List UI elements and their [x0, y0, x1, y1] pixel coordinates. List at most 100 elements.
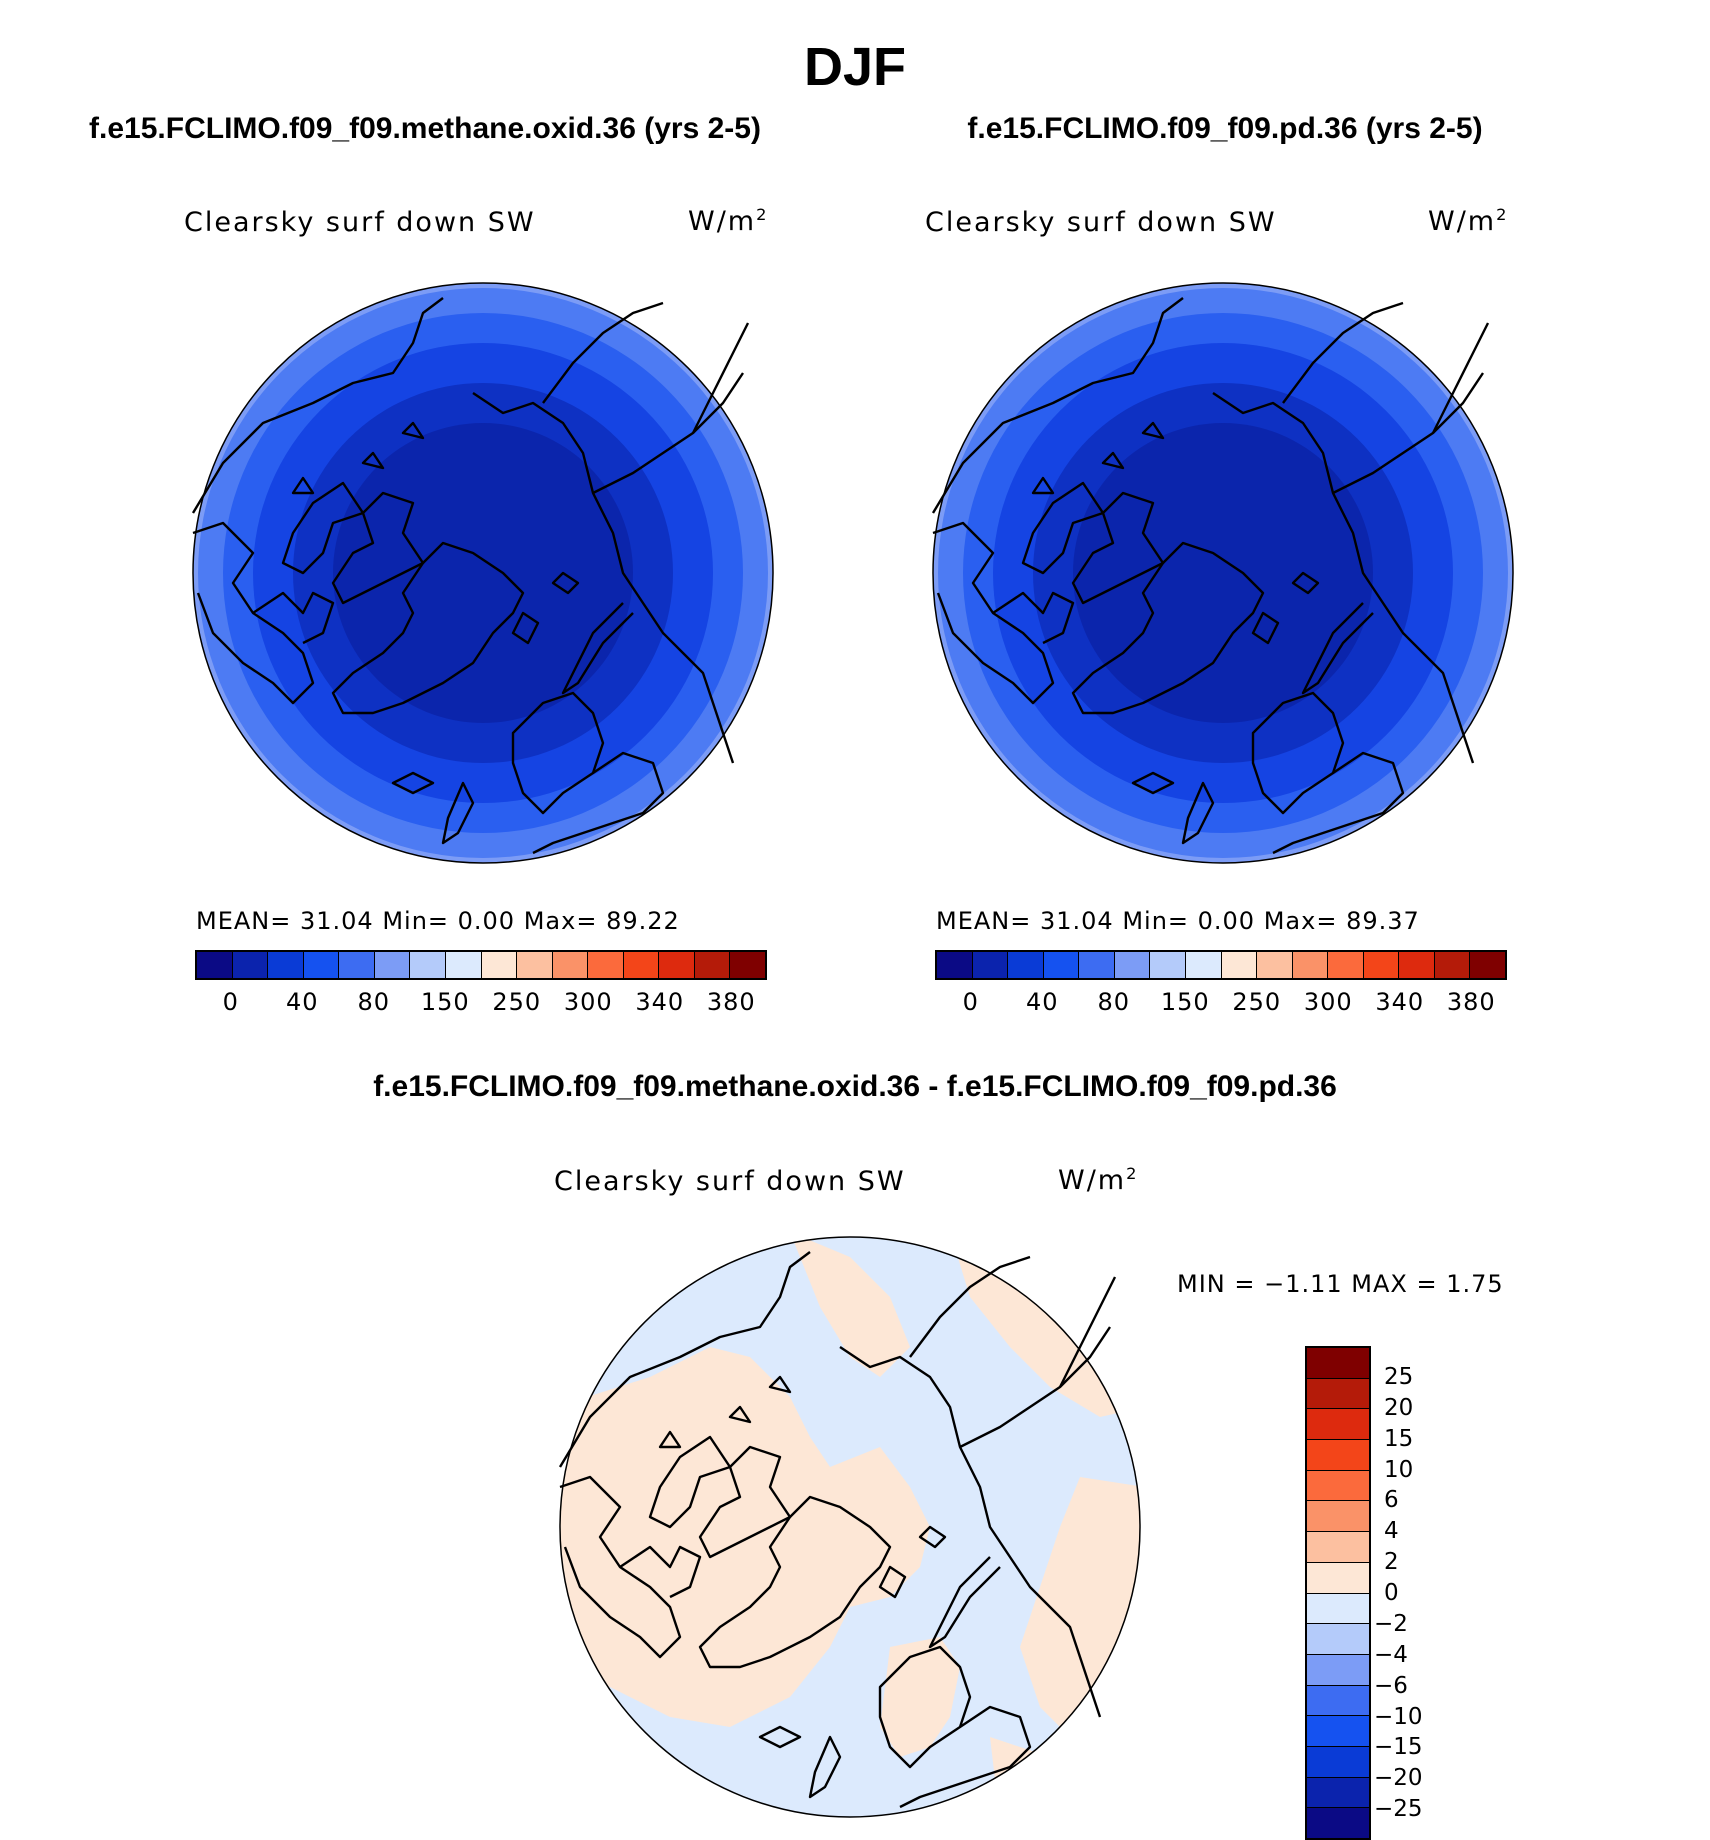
colorbar-swatch: [303, 952, 340, 978]
left-map-boundary: [192, 282, 774, 864]
colorbar-swatch: [1307, 1440, 1369, 1471]
colorbar-tick-label: −6: [1374, 1672, 1408, 1699]
diff-stats: MIN = −1.11 MAX = 1.75: [1177, 1270, 1504, 1298]
colorbar-swatch: [937, 952, 973, 978]
colorbar-tick-label: 80: [357, 988, 391, 1016]
colorbar-swatch: [972, 952, 1009, 978]
colorbar-tick-label: 380: [706, 988, 756, 1016]
colorbar-tick-label: 0: [222, 988, 239, 1016]
left-stats: MEAN= 31.04 Min= 0.00 Max= 89.22: [196, 907, 680, 935]
colorbar-swatch: [1307, 1501, 1369, 1533]
colorbar-swatch: [1363, 952, 1400, 978]
colorbar-tick-label: 15: [1384, 1425, 1414, 1452]
colorbar-swatch: [445, 952, 482, 978]
colorbar-tick-label: 25: [1384, 1363, 1414, 1390]
colorbar-tick-label: 40: [285, 988, 319, 1016]
colorbar-swatch: [410, 952, 446, 978]
colorbar-swatch: [623, 952, 660, 978]
left-polar-map: [191, 282, 774, 864]
colorbar-swatch: [1307, 1348, 1369, 1379]
colorbar-swatch: [1043, 952, 1080, 978]
left-colorbar-ticks: 0 40 80 150 250 300 340 380: [195, 988, 767, 1018]
colorbar-tick-label: 340: [635, 988, 685, 1016]
colorbar-swatch: [1292, 952, 1329, 978]
right-variable-label: Clearsky surf down SW: [925, 207, 1277, 238]
colorbar-swatch: [1307, 1716, 1369, 1747]
colorbar-swatch: [588, 952, 624, 978]
colorbar-swatch: [1257, 952, 1293, 978]
colorbar-swatch: [1470, 952, 1505, 978]
colorbar-tick-label: −10: [1374, 1703, 1423, 1730]
colorbar-swatch: [1307, 1470, 1369, 1502]
left-colorbar: [195, 950, 767, 980]
right-colorbar-ticks: 0 40 80 150 250 300 340 380: [935, 988, 1507, 1018]
colorbar-swatch: [552, 952, 589, 978]
colorbar-tick-label: −25: [1374, 1796, 1423, 1823]
colorbar-tick-label: 40: [1025, 988, 1059, 1016]
colorbar-tick-label: 340: [1375, 988, 1425, 1016]
colorbar-tick-label: −2: [1374, 1610, 1408, 1637]
colorbar-tick-label: 250: [1232, 988, 1282, 1016]
colorbar-swatch: [1185, 952, 1222, 978]
colorbar-tick-label: 20: [1384, 1394, 1414, 1421]
colorbar-tick-label: 2: [1384, 1549, 1399, 1576]
colorbar-swatch: [730, 952, 765, 978]
colorbar-swatch: [1307, 1562, 1369, 1594]
colorbar-tick-label: −15: [1374, 1734, 1423, 1761]
right-units-label: W/m2: [1428, 205, 1509, 237]
colorbar-tick-label: 380: [1446, 988, 1496, 1016]
diff-map-boundary: [559, 1236, 1141, 1818]
colorbar-swatch: [1399, 952, 1435, 978]
right-polar-map: [931, 282, 1514, 864]
colorbar-swatch: [197, 952, 233, 978]
colorbar-swatch: [481, 952, 518, 978]
colorbar-tick-label: 250: [492, 988, 542, 1016]
colorbar-swatch: [1079, 952, 1115, 978]
colorbar-tick-label: 4: [1384, 1518, 1399, 1545]
colorbar-tick-label: 10: [1384, 1456, 1414, 1483]
colorbar-tick-label: 0: [1384, 1580, 1399, 1606]
diff-variable-label: Clearsky surf down SW: [554, 1166, 906, 1197]
right-case-title: f.e15.FCLIMO.f09_f09.pd.36 (yrs 2-5): [967, 112, 1483, 145]
colorbar-swatch: [268, 952, 304, 978]
colorbar-tick-label: 150: [1160, 988, 1210, 1016]
colorbar-swatch: [1008, 952, 1044, 978]
colorbar-tick-label: 0: [962, 988, 979, 1016]
diff-colorbar-ticks: 25 20 15 10 6 4 2 0 −2 −4 −6 −10 −15 −20 −25: [1374, 1346, 1484, 1840]
colorbar-swatch: [659, 952, 695, 978]
colorbar-swatch: [339, 952, 375, 978]
colorbar-tick-label: 150: [420, 988, 470, 1016]
colorbar-tick-label: 6: [1384, 1487, 1399, 1514]
colorbar-swatch: [517, 952, 553, 978]
colorbar-swatch: [1307, 1685, 1369, 1717]
left-case-title: f.e15.FCLIMO.f09_f09.methane.oxid.36 (yr…: [89, 112, 761, 145]
left-units-label: W/m2: [688, 205, 769, 237]
colorbar-tick-label: 300: [563, 988, 613, 1016]
colorbar-swatch: [1328, 952, 1364, 978]
colorbar-swatch: [1307, 1532, 1369, 1563]
colorbar-swatch: [1307, 1409, 1369, 1441]
colorbar-swatch: [1307, 1808, 1369, 1838]
diff-polar-map: [558, 1236, 1141, 1818]
colorbar-tick-label: −20: [1374, 1765, 1423, 1792]
colorbar-swatch: [1307, 1746, 1369, 1778]
colorbar-swatch: [1150, 952, 1186, 978]
left-map-contours: [193, 283, 773, 863]
left-variable-label: Clearsky surf down SW: [184, 207, 536, 238]
colorbar-swatch: [1307, 1624, 1369, 1655]
colorbar-swatch: [232, 952, 269, 978]
season-title: DJF: [803, 37, 906, 97]
colorbar-swatch: [1434, 952, 1471, 978]
right-colorbar: [935, 950, 1507, 980]
right-stats: MEAN= 31.04 Min= 0.00 Max= 89.37: [936, 907, 1420, 935]
diff-units-label: W/m2: [1058, 1164, 1139, 1196]
colorbar-swatch: [694, 952, 731, 978]
colorbar-swatch: [1307, 1654, 1369, 1686]
colorbar-tick-label: −4: [1374, 1641, 1408, 1668]
right-map-boundary: [932, 282, 1514, 864]
colorbar-swatch: [1221, 952, 1258, 978]
colorbar-tick-label: 300: [1303, 988, 1353, 1016]
diff-map-contours: [560, 1237, 1140, 1817]
colorbar-tick-label: 80: [1097, 988, 1131, 1016]
right-map-contours: [933, 283, 1513, 863]
